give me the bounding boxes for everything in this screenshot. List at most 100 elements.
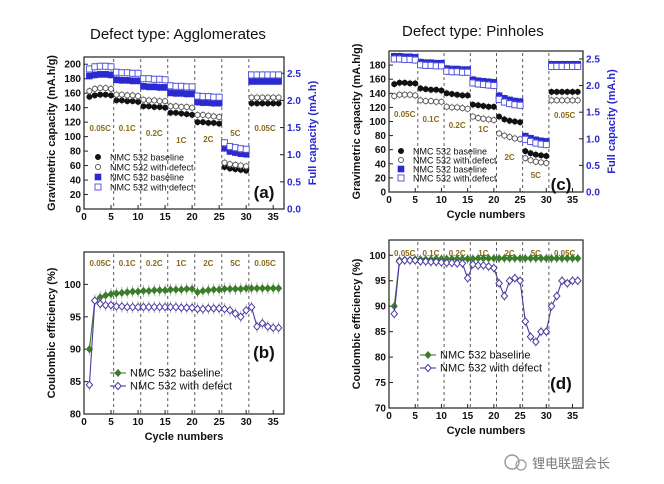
data-point — [506, 117, 513, 124]
data-point — [568, 254, 577, 263]
y2-tick-label: 1.0 — [586, 134, 600, 145]
data-point — [215, 93, 223, 101]
data-point — [264, 94, 271, 101]
data-point — [172, 109, 179, 116]
data-point — [150, 286, 158, 295]
data-point — [183, 90, 191, 98]
data-point — [401, 91, 408, 98]
data-point — [427, 98, 434, 105]
data-point — [140, 83, 147, 90]
data-point — [416, 257, 425, 266]
data-point — [485, 103, 492, 110]
y-axis-label: Gravimetric capacity (mA.h/g) — [46, 55, 58, 211]
data-point — [553, 88, 560, 95]
x-tick-label: 10 — [436, 411, 448, 422]
data-point — [156, 286, 164, 295]
y-tick-label: 0 — [380, 188, 386, 199]
y-tick-label: 100 — [369, 251, 386, 262]
data-point — [107, 290, 115, 299]
y-tick-label: 60 — [375, 145, 387, 156]
legend-marker — [94, 183, 102, 191]
data-point — [248, 78, 255, 85]
data-point — [427, 257, 435, 267]
data-point — [391, 81, 398, 88]
y2-tick-label: 0.0 — [287, 205, 301, 216]
data-point — [177, 303, 186, 313]
data-point — [548, 88, 555, 95]
plot-frame — [83, 56, 285, 210]
plot-frame — [388, 239, 584, 409]
data-point — [139, 286, 148, 295]
data-point — [102, 85, 109, 92]
data-point — [107, 85, 115, 92]
y2-tick-label: 2.5 — [287, 69, 301, 80]
data-point — [237, 284, 245, 293]
rate-label: 1C — [176, 136, 186, 145]
data-point — [167, 89, 174, 97]
data-point — [183, 111, 190, 118]
data-point — [151, 97, 158, 104]
data-point — [86, 72, 93, 80]
y-tick-label: 140 — [369, 89, 386, 100]
data-point — [506, 133, 513, 141]
data-point — [199, 286, 207, 295]
y-tick-label: 80 — [375, 131, 387, 142]
data-point — [107, 300, 115, 310]
data-point — [259, 94, 266, 101]
rate-label: 0.2C — [449, 249, 466, 258]
data-point — [259, 78, 266, 85]
data-point — [454, 91, 461, 98]
x-tick-label: 0 — [386, 411, 392, 422]
x-tick-label: 30 — [541, 195, 553, 206]
data-point — [448, 258, 456, 268]
data-point — [422, 86, 429, 93]
rate-label: 0.05C — [90, 259, 112, 268]
data-point — [274, 323, 283, 333]
data-point — [574, 88, 581, 95]
x-tick-label: 5 — [108, 417, 114, 428]
data-point — [156, 98, 163, 105]
legend-label: NMC 532 with defect — [413, 156, 497, 166]
data-point — [275, 71, 283, 79]
data-point — [204, 286, 212, 295]
data-point — [475, 102, 482, 109]
legend-label: NMC 532 with defect — [110, 163, 194, 173]
data-point — [274, 284, 283, 293]
y-tick-label: 80 — [375, 353, 387, 364]
data-point — [161, 286, 169, 295]
x-tick-label: 10 — [132, 212, 144, 223]
data-point — [156, 84, 163, 91]
x-tick-label: 15 — [160, 417, 172, 428]
data-point — [193, 304, 202, 314]
data-point — [438, 87, 445, 94]
x-tick-label: 20 — [187, 417, 199, 428]
data-point — [516, 276, 524, 286]
legend-marker — [95, 153, 102, 160]
data-point — [258, 318, 267, 328]
data-point — [464, 68, 472, 76]
data-point — [216, 114, 223, 121]
data-point — [543, 160, 550, 167]
data-point — [112, 302, 121, 311]
rate-label: 1C — [478, 125, 488, 134]
data-point — [464, 105, 471, 112]
data-point — [199, 119, 206, 126]
data-point — [242, 284, 250, 293]
data-point — [448, 104, 455, 111]
data-point — [151, 103, 158, 110]
data-point — [145, 83, 153, 91]
data-point — [242, 145, 250, 153]
x-tick-label: 15 — [462, 195, 474, 206]
data-point — [91, 92, 98, 99]
data-point — [531, 337, 540, 347]
rate-label: 0.05C — [394, 249, 416, 258]
data-point — [183, 284, 191, 293]
data-point — [166, 302, 175, 312]
data-point — [236, 312, 245, 322]
data-point — [474, 261, 483, 270]
rate-label: 0.05C — [254, 259, 276, 268]
data-point — [210, 285, 218, 294]
data-point — [396, 79, 403, 86]
data-point — [532, 151, 539, 158]
